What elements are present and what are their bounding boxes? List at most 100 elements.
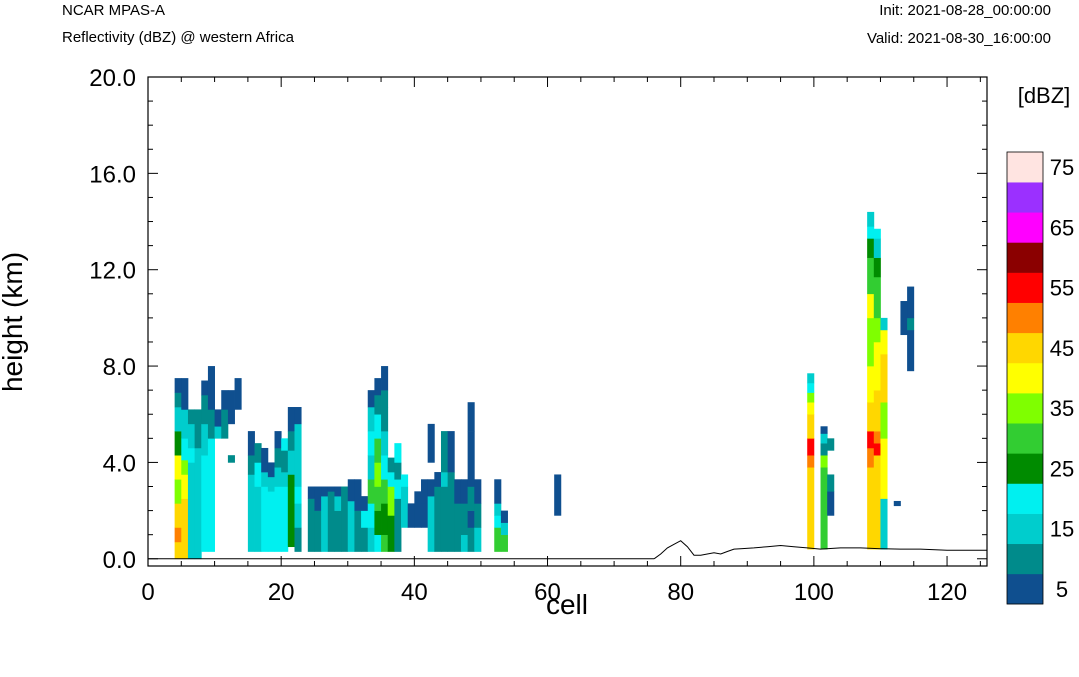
reflectivity-cell — [187, 462, 196, 560]
reflectivity-cell — [181, 474, 189, 499]
reflectivity-cell — [467, 402, 475, 432]
reflectivity-cell — [207, 438, 215, 552]
reflectivity-cell — [294, 423, 302, 451]
reflectivity-cell — [261, 472, 269, 487]
reflectivity-cell — [494, 479, 502, 504]
y-tick-label: 20.0 — [89, 65, 136, 92]
reflectivity-cell — [880, 402, 888, 439]
reflectivity-cell — [347, 479, 355, 502]
colorbar-swatch — [1007, 393, 1043, 424]
colorbar-label: 75 — [1050, 155, 1074, 180]
colorbar-swatch — [1007, 543, 1043, 575]
init-time: Init: 2021-08-28_00:00:00 — [879, 2, 1051, 19]
reflectivity-cell — [367, 431, 375, 456]
reflectivity-cell — [174, 392, 182, 408]
colorbar-swatch — [1007, 573, 1043, 605]
reflectivity-cell — [247, 474, 255, 552]
reflectivity-cell — [820, 443, 828, 456]
reflectivity-cell — [281, 472, 289, 487]
reflectivity-cell — [294, 503, 302, 528]
reflectivity-cell — [387, 472, 395, 487]
reflectivity-cell — [807, 373, 815, 384]
reflectivity-cell — [187, 447, 196, 463]
reflectivity-cell — [281, 486, 289, 552]
reflectivity-cell — [873, 317, 881, 343]
reflectivity-cell — [807, 467, 815, 550]
reflectivity-cell — [327, 491, 335, 552]
reflectivity-cell — [267, 491, 275, 552]
colorbar-label: 45 — [1050, 336, 1074, 361]
reflectivity-cell — [294, 486, 302, 504]
reflectivity-cell — [381, 534, 389, 552]
reflectivity-cell — [181, 378, 189, 410]
reflectivity-cell — [394, 462, 402, 480]
y-tick-label: 0.0 — [103, 547, 136, 574]
reflectivity-cell — [427, 479, 435, 497]
plot-frame — [147, 76, 988, 567]
reflectivity-cell — [467, 486, 475, 511]
reflectivity-cell — [321, 486, 329, 497]
reflectivity-cell — [367, 479, 375, 504]
reflectivity-cell — [394, 443, 402, 463]
reflectivity-cell — [387, 486, 395, 516]
reflectivity-cell — [500, 534, 508, 552]
y-axis-ticks: 0.0 4.0 8.0 12.0 16.0 20.0 — [89, 65, 987, 574]
reflectivity-cell — [294, 450, 302, 487]
reflectivity-cell — [460, 534, 469, 552]
colorbar-swatch — [1007, 272, 1043, 303]
reflectivity-cell — [181, 498, 189, 560]
reflectivity-cell — [807, 382, 815, 393]
reflectivity-cell — [181, 438, 189, 461]
reflectivity-cell — [254, 462, 262, 487]
reflectivity-cell — [381, 390, 389, 408]
reflectivity-cell — [194, 409, 202, 449]
reflectivity-cells — [174, 211, 915, 560]
reflectivity-cell — [361, 496, 369, 511]
reflectivity-cell — [873, 228, 881, 239]
reflectivity-cell — [873, 276, 881, 319]
reflectivity-cell — [221, 390, 229, 410]
reflectivity-cell — [867, 293, 875, 319]
x-tick-label: 60 — [534, 579, 561, 606]
reflectivity-cell — [820, 455, 828, 468]
reflectivity-cell — [387, 515, 395, 552]
colorbar: 5 15 25 35 45 55 65 75 — [1006, 151, 1074, 605]
reflectivity-cell — [867, 211, 875, 227]
reflectivity-cell — [294, 407, 302, 425]
reflectivity-cell — [873, 455, 881, 550]
y-tick-label: 16.0 — [89, 161, 136, 188]
reflectivity-cell — [893, 500, 901, 507]
reflectivity-cell — [407, 503, 415, 528]
reflectivity-cell — [187, 409, 196, 425]
reflectivity-cell — [873, 390, 881, 432]
reflectivity-cell — [460, 503, 469, 535]
reflectivity-cell — [867, 366, 875, 403]
reflectivity-cell — [374, 534, 382, 552]
reflectivity-cell — [207, 409, 215, 439]
y-axis-label: height (km) — [0, 252, 28, 392]
reflectivity-cell — [807, 392, 815, 403]
y-tick-label: 8.0 — [103, 354, 136, 381]
colorbar-swatch — [1007, 152, 1043, 183]
reflectivity-cell — [447, 472, 455, 487]
reflectivity-cell — [314, 510, 322, 552]
reflectivity-cell — [214, 426, 222, 439]
reflectivity-cell — [374, 486, 382, 511]
reflectivity-cell — [334, 510, 342, 552]
reflectivity-cell — [381, 503, 389, 535]
reflectivity-cell — [274, 467, 282, 487]
reflectivity-cell — [307, 498, 315, 552]
reflectivity-cell — [880, 329, 888, 355]
reflectivity-cell — [807, 402, 815, 415]
reflectivity-cell — [354, 479, 362, 511]
reflectivity-cell — [341, 486, 349, 552]
reflectivity-cell — [174, 527, 182, 543]
reflectivity-cell — [880, 354, 888, 403]
reflectivity-cell — [374, 438, 382, 463]
reflectivity-cell — [421, 503, 429, 528]
reflectivity-cell — [174, 378, 182, 393]
reflectivity-cell — [254, 486, 262, 552]
reflectivity-cell — [500, 510, 508, 523]
reflectivity-cell — [361, 510, 369, 528]
